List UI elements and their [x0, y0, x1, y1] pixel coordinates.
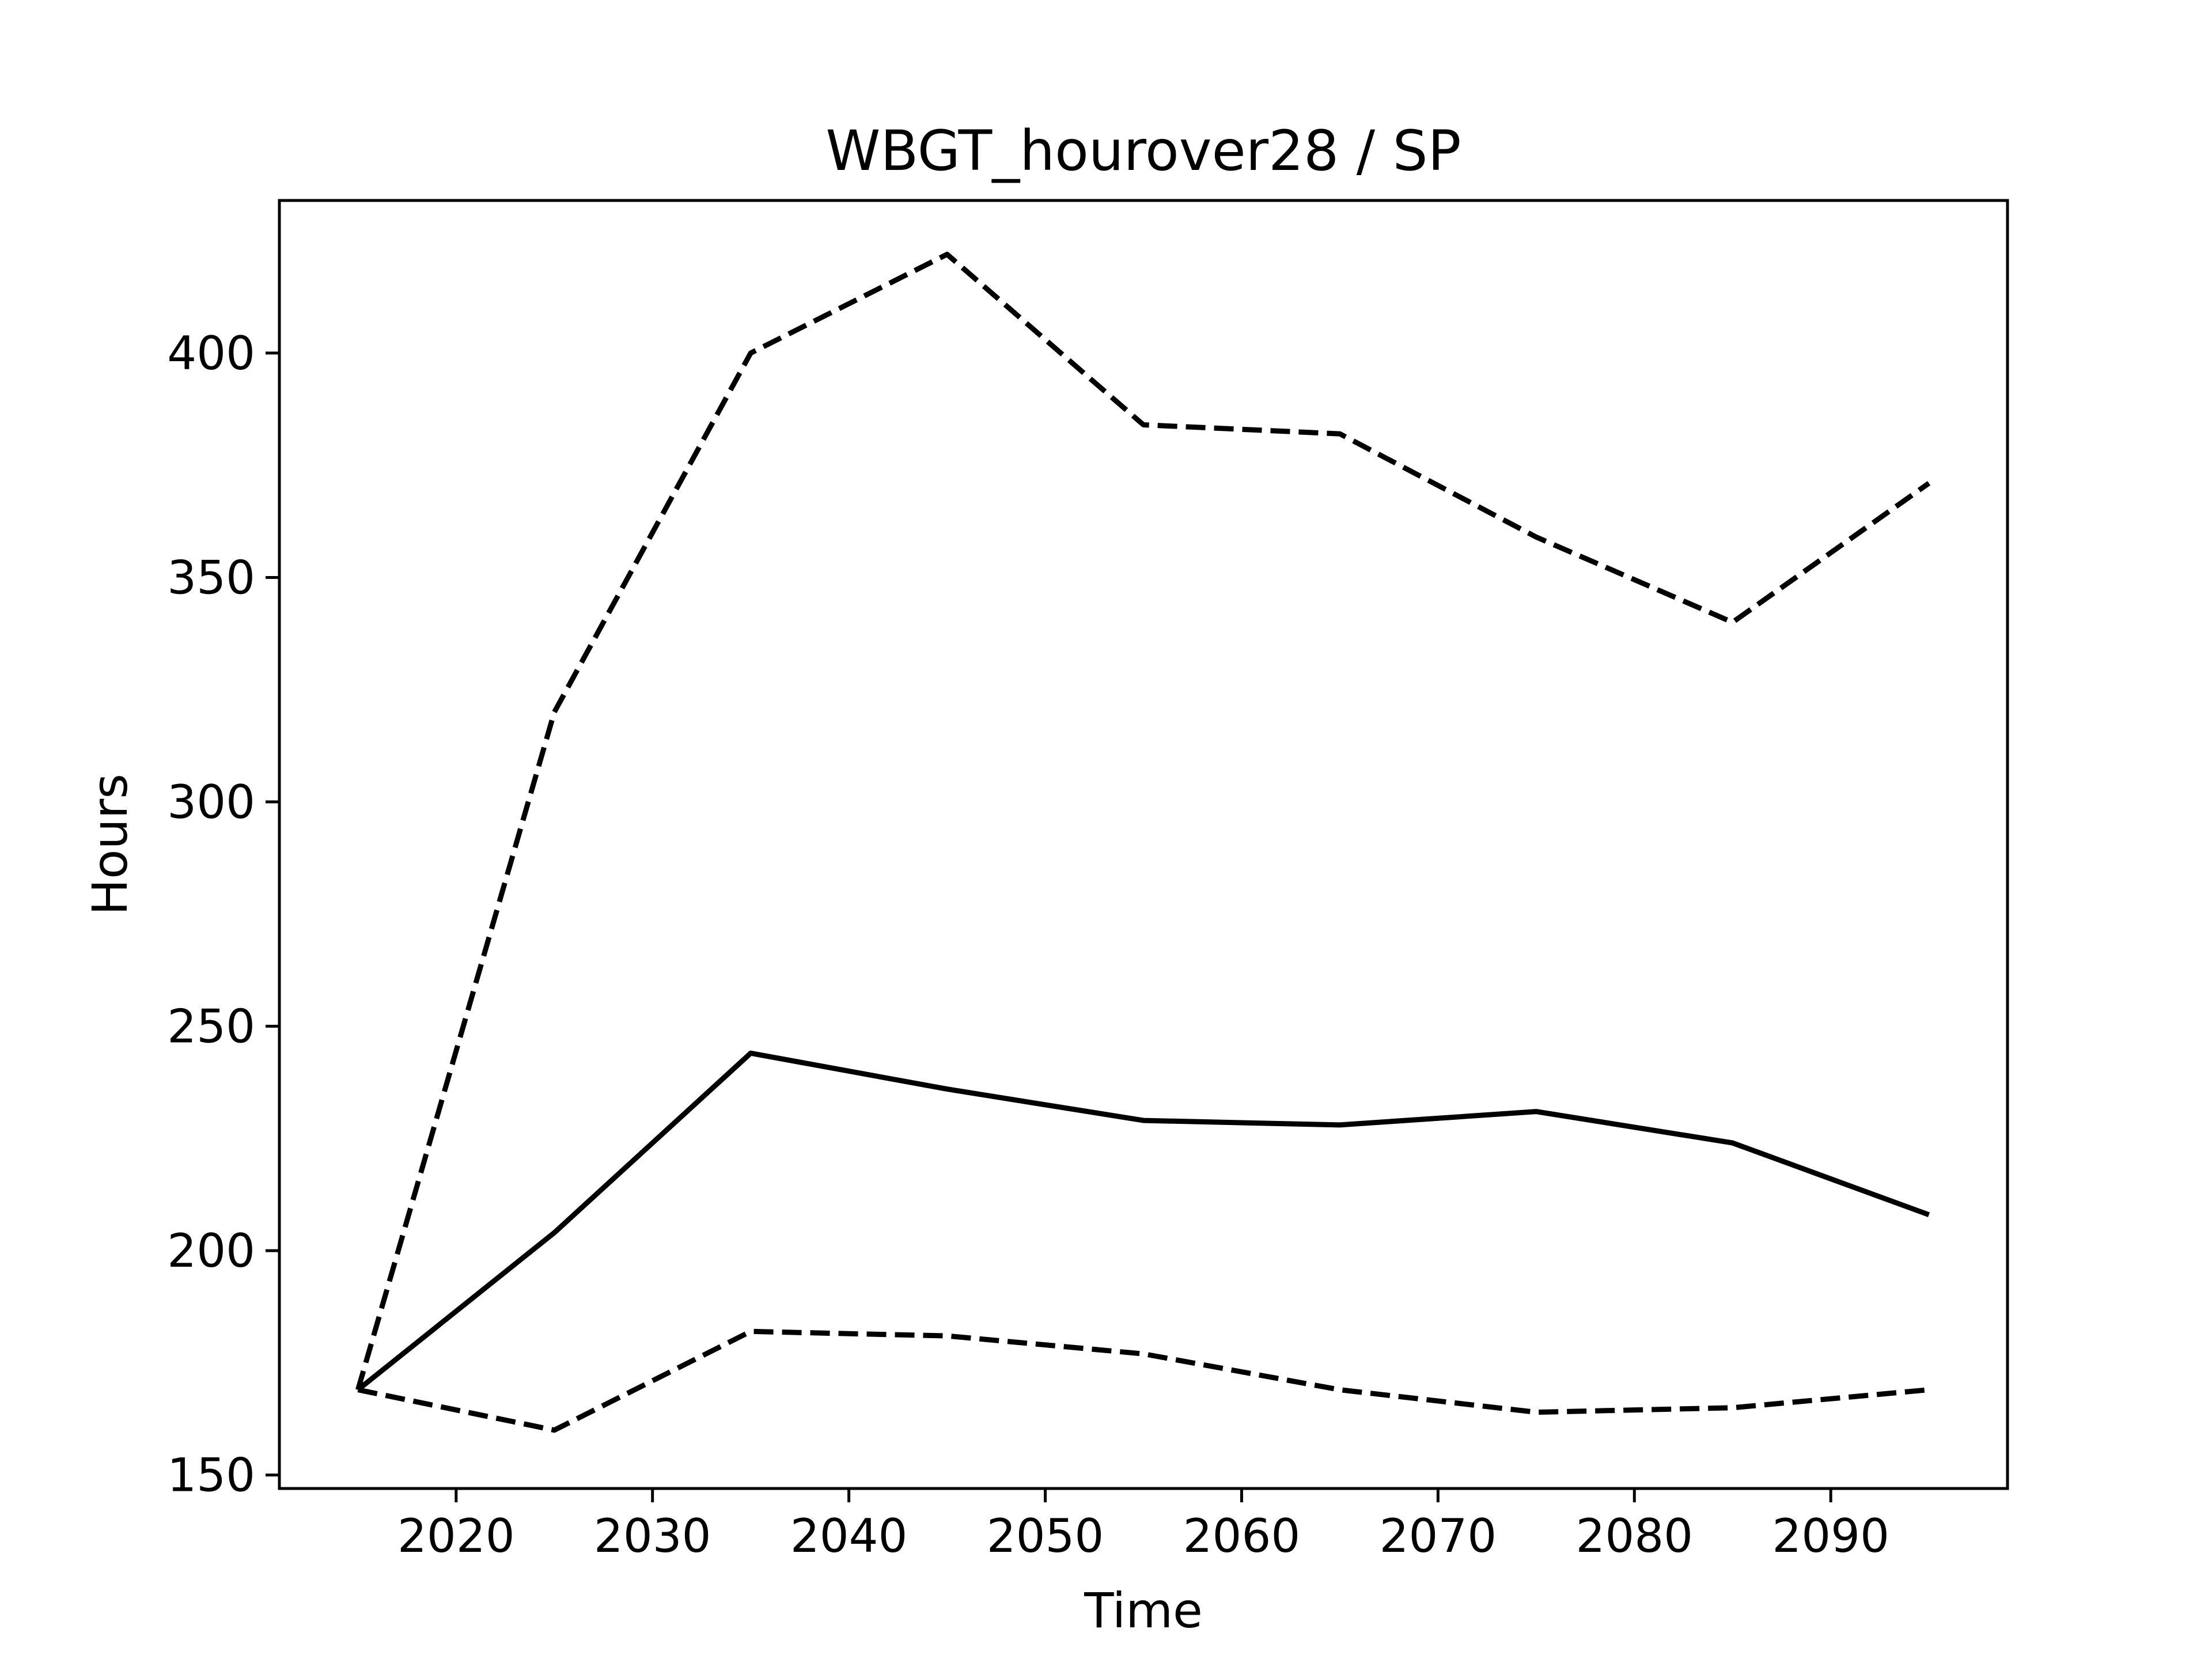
x-tick-label: 2050: [987, 1509, 1104, 1563]
y-tick-label: 150: [167, 1449, 255, 1502]
x-tick-label: 2020: [397, 1509, 515, 1563]
x-tick-label: 2060: [1183, 1509, 1301, 1563]
y-tick-label: 400: [167, 327, 255, 380]
y-tick-label: 250: [167, 1000, 255, 1054]
solid-series-line-1: [356, 1050, 1930, 1392]
chart-title: WBGT_hourover28 / SP: [826, 119, 1461, 183]
y-tick-label: 350: [167, 551, 255, 604]
dashed-series-line-2: [355, 252, 1931, 1391]
x-tick-label: 2030: [594, 1509, 711, 1563]
plot-frame: [278, 199, 2009, 1490]
y-tick-label: 300: [167, 775, 255, 829]
x-tick-label: 2080: [1575, 1509, 1693, 1563]
ticks-group: 2020 2030 2040 2050 2060 2070 2080 2090 150 200 25…: [167, 327, 1889, 1563]
y-axis-label: Hours: [82, 774, 138, 915]
x-tick-label: 2090: [1772, 1509, 1889, 1563]
x-tick-label: 2040: [790, 1509, 908, 1563]
x-axis-label: Time: [1084, 1582, 1203, 1639]
series-group: [355, 252, 1931, 1433]
y-tick-label: 200: [167, 1224, 255, 1278]
dashed-series-line-3: [357, 1328, 1930, 1433]
x-tick-label: 2070: [1380, 1509, 1497, 1563]
